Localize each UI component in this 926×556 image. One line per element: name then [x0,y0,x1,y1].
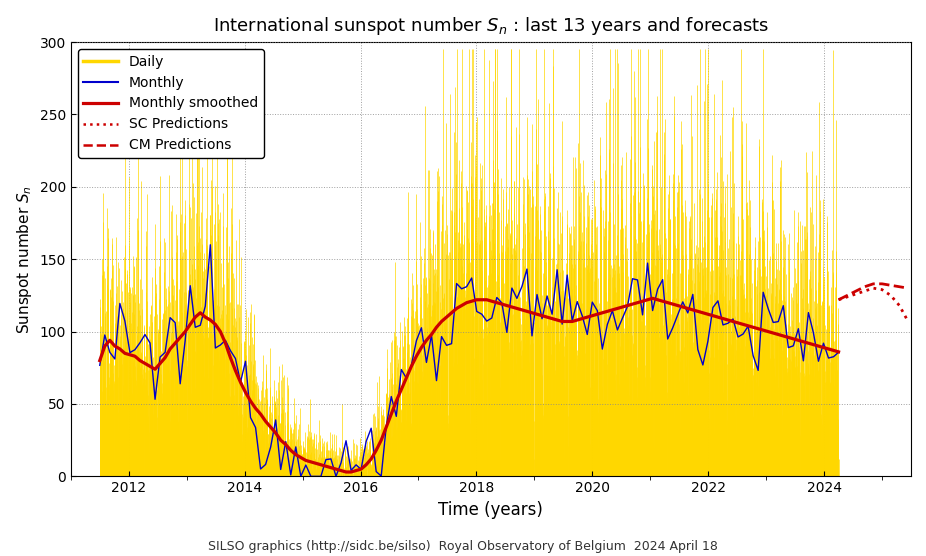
CM Predictions [842,292,853,299]
Line: Monthly smoothed: Monthly smoothed [100,299,839,472]
Monthly smoothed [833,349,845,355]
SC Predictions [868,285,879,291]
Monthly [94,362,106,369]
Monthly smoothed [144,363,156,370]
SC Predictions [842,294,853,300]
SC Predictions [894,302,905,309]
SC Predictions [877,286,888,293]
CM Predictions [868,280,879,287]
Monthly [205,241,216,248]
Y-axis label: Sunspot number $S_n$: Sunspot number $S_n$ [15,185,34,334]
Monthly [557,321,568,327]
Monthly [471,308,482,315]
Legend: Daily, Monthly, Monthly smoothed, SC Predictions, CM Predictions: Daily, Monthly, Monthly smoothed, SC Pre… [78,49,264,158]
Monthly [457,285,468,292]
Monthly smoothed [466,298,477,305]
Monthly [240,358,251,365]
CM Predictions [850,288,861,295]
Monthly smoothed [451,305,462,312]
Monthly [144,340,156,346]
Line: CM Predictions: CM Predictions [839,284,908,300]
Line: SC Predictions: SC Predictions [839,288,908,321]
SC Predictions [903,318,914,325]
SC Predictions [885,292,896,299]
CM Predictions [894,284,905,290]
Monthly smoothed [235,379,246,386]
SC Predictions [850,291,861,297]
Text: SILSO graphics (http://sidc.be/silso)  Royal Observatory of Belgium  2024 April : SILSO graphics (http://sidc.be/silso) Ro… [208,540,718,553]
SC Predictions [859,288,870,295]
Monthly smoothed [647,295,658,302]
Monthly [295,473,307,480]
CM Predictions [877,280,888,287]
SC Predictions [833,296,845,303]
Monthly [833,349,845,356]
CM Predictions [885,282,896,289]
CM Predictions [903,285,914,291]
X-axis label: Time (years): Time (years) [438,501,544,519]
Line: Monthly: Monthly [100,245,839,476]
CM Predictions [859,284,870,290]
Monthly [627,275,638,282]
Title: International sunspot number $S_n$ : last 13 years and forecasts: International sunspot number $S_n$ : las… [213,15,770,37]
Monthly smoothed [552,317,563,324]
Monthly smoothed [622,302,633,309]
CM Predictions [833,296,845,303]
Monthly smoothed [341,469,352,475]
Monthly smoothed [94,357,106,364]
